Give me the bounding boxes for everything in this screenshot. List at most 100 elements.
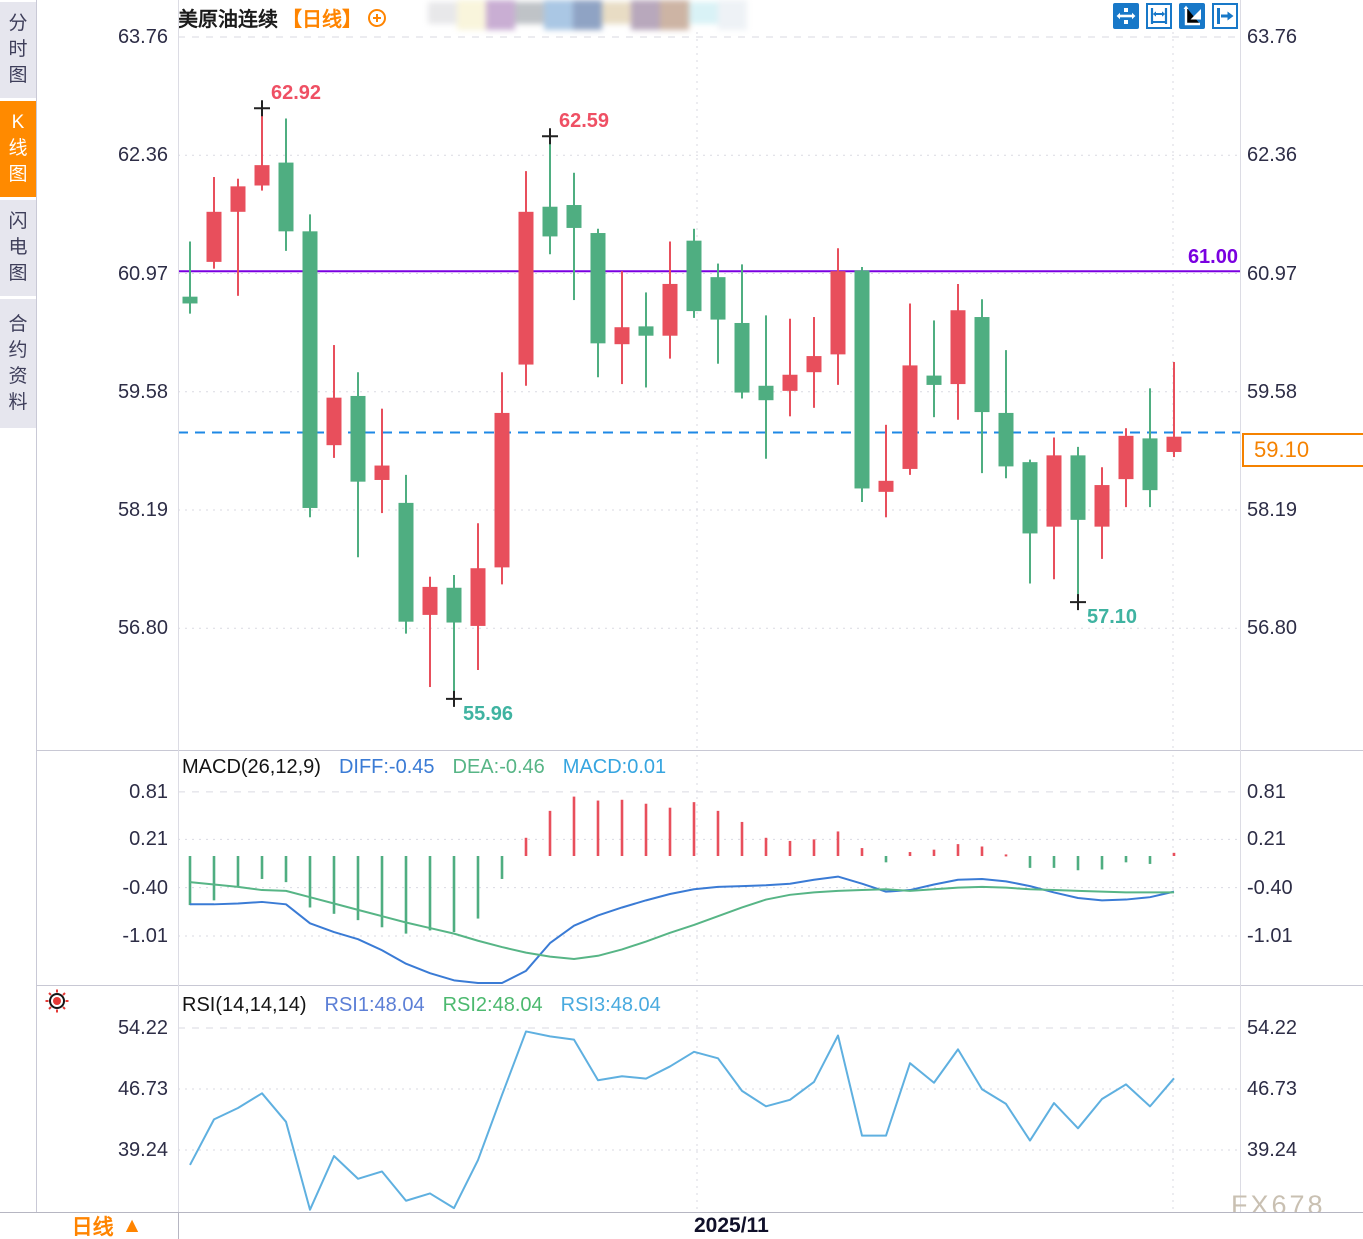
- chart-toolbar: [1113, 3, 1238, 29]
- shift-right-icon[interactable]: [1212, 3, 1238, 29]
- macd-histogram-bar: [956, 844, 960, 856]
- rsi-axis-label: 46.73: [117, 1078, 168, 1100]
- redacted-text-region: [428, 0, 747, 32]
- candle-body: [686, 240, 702, 312]
- candle-body: [830, 271, 846, 355]
- redacted-block: [660, 0, 689, 30]
- candle-body: [398, 502, 414, 622]
- rsi1-value: RSI1:48.04: [324, 994, 425, 1016]
- auto-scale-icon[interactable]: [1179, 3, 1205, 29]
- rsi2-value: RSI2:48.04: [442, 994, 543, 1016]
- period-selector[interactable]: 日线 ▲: [36, 1213, 179, 1239]
- macd-histogram-bar: [1052, 856, 1056, 868]
- macd-histogram-bar: [524, 837, 528, 856]
- sidebar-tab-label: 闪电图: [8, 211, 28, 284]
- candle-body: [614, 327, 630, 345]
- instrument-title: 美原油连续: [178, 8, 278, 31]
- candle-body: [350, 395, 366, 482]
- fit-width-icon[interactable]: [1146, 3, 1172, 29]
- plot-right-border: [1240, 0, 1241, 1212]
- candle-body: [998, 412, 1014, 467]
- candle-body: [902, 365, 918, 469]
- candle-body: [662, 283, 678, 336]
- extreme-marker: [446, 690, 462, 707]
- candle-body: [806, 356, 822, 373]
- macd-histogram-bar: [1004, 854, 1008, 857]
- redacted-block: [544, 0, 573, 30]
- macd-histogram-bar: [500, 856, 504, 879]
- macd-histogram-bar: [908, 852, 912, 856]
- candle-body: [950, 310, 966, 385]
- price-axis-label: 56.80: [1247, 617, 1298, 640]
- macd-histogram-bar: [380, 856, 384, 928]
- sidebar-tab-kline-chart[interactable]: K线图: [0, 101, 36, 197]
- candle-body: [1118, 435, 1134, 480]
- candle-body: [446, 587, 462, 623]
- macd-histogram-bar: [692, 802, 696, 856]
- macd-dea-line: [189, 881, 1174, 960]
- add-compare-icon[interactable]: [366, 6, 388, 28]
- macd-histogram-bar: [1076, 856, 1080, 871]
- macd-histogram-bar: [596, 800, 600, 856]
- pan-icon[interactable]: [1113, 3, 1139, 29]
- redacted-block: [428, 2, 457, 24]
- macd-histogram-bar: [332, 856, 336, 914]
- macd-histogram-bar: [572, 796, 576, 856]
- macd-histogram-bar: [812, 839, 816, 856]
- candle-body: [1022, 462, 1038, 534]
- macd-diff-value: DIFF:-0.45: [338, 756, 435, 778]
- extreme-marker: [1070, 594, 1086, 611]
- macd-histogram-bar: [644, 803, 648, 856]
- candle-body: [1070, 455, 1086, 520]
- macd-histogram-bar: [236, 856, 240, 887]
- price-axis-label: 63.76: [1247, 26, 1298, 48]
- macd-histogram-bar: [932, 849, 936, 856]
- redacted-block: [718, 0, 747, 30]
- price-annotation: 57.10: [1087, 606, 1138, 629]
- macd-histogram-bar: [668, 807, 672, 856]
- candle-body: [758, 385, 774, 401]
- macd-axis-label: 0.21: [1247, 828, 1286, 851]
- macd-histogram-bar: [1028, 856, 1032, 868]
- redacted-block: [689, 2, 718, 24]
- macd-histogram-bar: [740, 821, 744, 856]
- sidebar-tab-lightning-chart[interactable]: 闪电图: [0, 200, 36, 296]
- extreme-marker: [542, 128, 558, 145]
- macd-histogram-bar: [260, 856, 264, 879]
- macd-histogram-bar: [716, 810, 720, 856]
- candle-body: [782, 374, 798, 391]
- redacted-block: [515, 2, 544, 24]
- extreme-marker: [254, 100, 270, 117]
- indicator-settings-sun-icon[interactable]: [43, 987, 71, 1015]
- plot-left-border: [178, 0, 179, 1212]
- macd-macd-value: MACD:0.01: [562, 756, 667, 778]
- rsi-axis-label: 46.73: [1247, 1078, 1298, 1100]
- macd-histogram-bar: [476, 856, 480, 919]
- sidebar-tab-contract-info[interactable]: 合约资料: [0, 299, 36, 428]
- macd-histogram-bar: [1124, 856, 1128, 863]
- macd-histogram-bar: [188, 856, 192, 906]
- current-price-badge: 59.10: [1242, 433, 1363, 468]
- candle-body: [494, 412, 510, 568]
- price-axis-label: 63.76: [117, 26, 168, 48]
- candle-body: [326, 397, 342, 446]
- macd-histogram-bar: [620, 799, 624, 856]
- sidebar-tab-time-chart[interactable]: 分时图: [0, 2, 36, 98]
- macd-axis-label: -1.01: [122, 924, 168, 947]
- macd-histogram-bar: [212, 856, 216, 901]
- price-annotation: 62.59: [559, 110, 610, 133]
- price-axis-label: 59.58: [117, 380, 168, 403]
- macd-histogram-bar: [1172, 852, 1176, 856]
- redacted-block: [631, 0, 660, 30]
- macd-histogram-bar: [980, 846, 984, 856]
- price-axis-label: 62.36: [117, 144, 168, 167]
- macd-histogram-bar: [1100, 856, 1104, 870]
- candle-body: [422, 586, 438, 615]
- macd-axis-label: 0.81: [1247, 780, 1286, 803]
- rsi3-value: RSI3:48.04: [560, 994, 661, 1016]
- candle-body: [1142, 438, 1158, 491]
- price-axis-label: 59.58: [1247, 380, 1298, 403]
- x-axis-date-label: 2025/11: [694, 1214, 769, 1237]
